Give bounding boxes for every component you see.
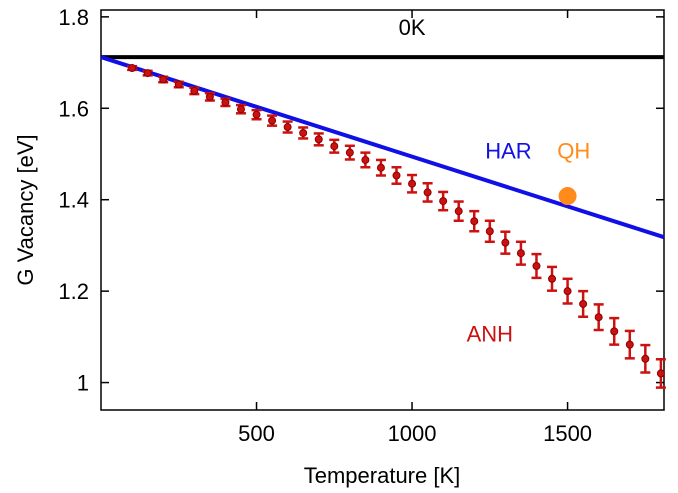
anh-point bbox=[641, 354, 650, 363]
anh-point bbox=[330, 142, 339, 151]
anh-point bbox=[376, 163, 385, 172]
anh-point bbox=[516, 249, 525, 258]
annotation-anh: ANH bbox=[467, 321, 513, 346]
anh-point bbox=[299, 128, 308, 137]
anh-point bbox=[532, 262, 541, 270]
anh-point bbox=[656, 369, 665, 378]
x-tick-label: 1500 bbox=[543, 421, 592, 446]
series-layer bbox=[100, 55, 666, 389]
anh-point bbox=[392, 171, 401, 180]
anh-point bbox=[594, 313, 603, 322]
anh-point bbox=[174, 80, 183, 89]
anh-point bbox=[361, 155, 370, 164]
anh-point bbox=[252, 110, 261, 119]
anh-point bbox=[268, 116, 277, 125]
anh-point bbox=[221, 98, 230, 107]
y-tick-label: 1.6 bbox=[58, 96, 89, 121]
anh-point bbox=[314, 135, 323, 144]
anh-point bbox=[579, 299, 588, 308]
anh-point bbox=[501, 238, 510, 247]
x-axis-label: Temperature [K] bbox=[304, 463, 461, 488]
y-tick-label: 1.8 bbox=[58, 5, 89, 30]
anh-point bbox=[283, 123, 292, 132]
y-tick-label: 1.4 bbox=[58, 188, 89, 213]
anh-point bbox=[625, 340, 634, 349]
annotation-qh: QH bbox=[557, 139, 590, 164]
x-tick-label: 1000 bbox=[388, 421, 437, 446]
annotation-layer: 0K HAR QH ANH bbox=[399, 15, 591, 346]
anh-point bbox=[408, 179, 417, 188]
axis-ticks bbox=[101, 10, 664, 410]
anh-point bbox=[143, 69, 152, 78]
anh-point bbox=[423, 188, 432, 197]
anh-point bbox=[128, 64, 137, 73]
anh-point bbox=[345, 148, 354, 157]
anh-point bbox=[563, 287, 572, 296]
annotation-0k: 0K bbox=[399, 15, 426, 40]
x-tick-label: 500 bbox=[238, 421, 275, 446]
anh-point bbox=[470, 217, 479, 226]
annotation-har: HAR bbox=[485, 139, 531, 164]
anh-point bbox=[610, 327, 619, 336]
anh-point bbox=[205, 92, 214, 101]
anh-point bbox=[485, 227, 494, 236]
y-tick-label: 1.2 bbox=[58, 279, 89, 304]
anh-point bbox=[454, 207, 463, 216]
tick-labels: 500 1000 1500 1 1.2 1.4 1.6 1.8 bbox=[58, 5, 592, 446]
anh-point bbox=[236, 105, 245, 114]
anh-point bbox=[548, 274, 557, 283]
anh-point bbox=[159, 75, 168, 84]
qh-point bbox=[558, 187, 577, 206]
y-axis-label: G Vacancy [eV] bbox=[13, 134, 38, 285]
plot-frame bbox=[100, 9, 665, 411]
anh-point bbox=[439, 197, 448, 206]
anh-point bbox=[190, 86, 199, 95]
y-tick-label: 1 bbox=[77, 371, 89, 396]
